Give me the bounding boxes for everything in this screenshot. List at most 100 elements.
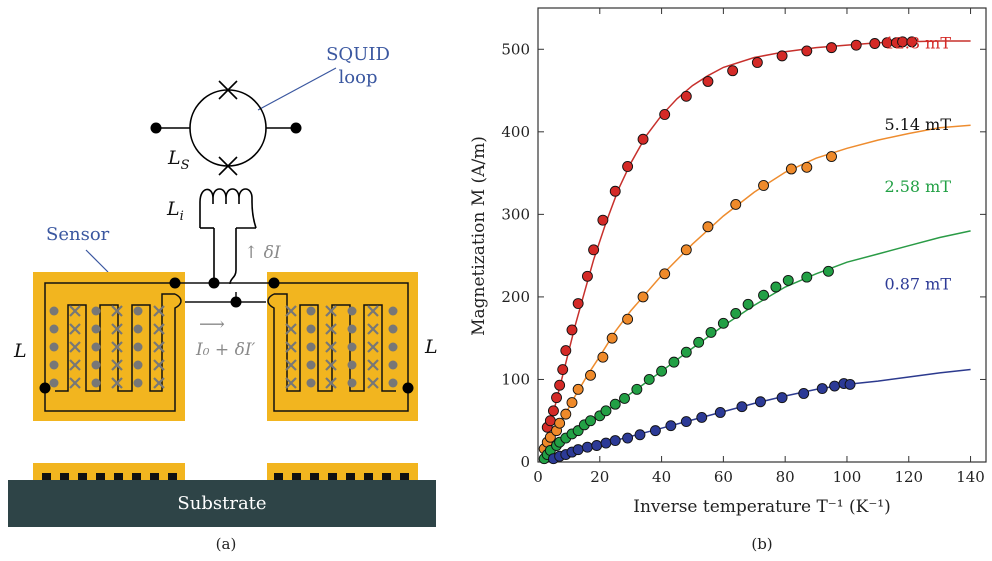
squid-label-line2: loop <box>339 67 378 88</box>
cross-marker <box>285 377 297 389</box>
cross-marker <box>325 359 337 371</box>
data-point <box>758 289 769 301</box>
data-point <box>637 291 649 303</box>
data-point <box>554 417 566 429</box>
y-tick-label: 500 <box>501 40 530 58</box>
series-curve <box>543 124 971 455</box>
squid-node-left <box>150 122 162 134</box>
series-label: 2.58 mT <box>884 177 951 196</box>
cross-marker <box>153 377 165 389</box>
josephson-junction-top <box>218 80 238 100</box>
dot-marker <box>91 342 101 352</box>
cross-marker <box>153 305 165 317</box>
y-tick-label: 100 <box>501 370 530 388</box>
current-label: I₀ + δI′ <box>195 340 256 360</box>
wire-section <box>364 473 373 480</box>
cross-marker <box>285 341 297 353</box>
node-left-top <box>169 277 181 289</box>
x-tick-label: 80 <box>776 468 795 486</box>
x-axis: 0 20 40 60 80 100 120 140 <box>533 8 985 486</box>
data-point <box>696 411 708 423</box>
cross-marker <box>367 377 379 389</box>
squid-node-right <box>290 122 302 134</box>
dot-marker <box>49 324 59 334</box>
data-point <box>702 221 714 233</box>
squid-leader-line <box>257 67 337 111</box>
x-axis-label: Inverse temperature T⁻¹ (K⁻¹) <box>633 497 891 517</box>
cross-marker <box>367 323 379 335</box>
data-point <box>566 397 578 409</box>
wire-section <box>60 473 69 480</box>
data-point <box>544 415 556 427</box>
dot-marker <box>347 378 357 388</box>
node-center-top <box>208 277 220 289</box>
cross-marker <box>69 341 81 353</box>
y-tick-label: 0 <box>520 453 530 471</box>
cross-section-wires <box>42 473 409 480</box>
cross-marker <box>153 359 165 371</box>
data-point <box>680 90 692 102</box>
data-point <box>547 405 559 417</box>
data-point <box>693 336 705 348</box>
data-point <box>581 270 593 282</box>
legend-labels: 12.8 mT 5.14 mT 2.58 mT 0.87 mT <box>884 33 951 293</box>
y-axis-label: Magnetization M (A/m) <box>469 136 489 336</box>
panel-a-schematic: SQUID loop LS <box>8 44 438 553</box>
data-point <box>560 408 572 420</box>
data-point <box>597 214 609 226</box>
data-point <box>730 199 742 210</box>
data-point <box>826 42 837 54</box>
dot-marker <box>91 324 101 334</box>
wire-section <box>400 473 409 480</box>
x-tick-label: 140 <box>956 468 985 486</box>
cross-marker <box>325 341 337 353</box>
wire-section <box>150 473 159 480</box>
data-point <box>659 109 671 120</box>
cross-marker <box>367 359 379 371</box>
current-arrow: ⟶ <box>199 314 225 335</box>
y-tick-label: 400 <box>501 123 530 141</box>
ls-label: LS <box>167 147 190 173</box>
data-point <box>649 425 661 437</box>
dot-marker <box>91 378 101 388</box>
data-point <box>585 415 596 427</box>
cross-marker <box>111 305 123 317</box>
data-point <box>801 271 813 283</box>
data-point <box>705 326 717 338</box>
wire-section <box>346 473 355 480</box>
data-point <box>844 378 856 390</box>
data-point <box>609 435 621 446</box>
right-pad-cross-section <box>267 463 418 480</box>
cross-marker <box>285 323 297 335</box>
data-point <box>702 76 714 87</box>
cross-marker <box>69 377 81 389</box>
data-point <box>600 405 612 417</box>
l-left-label: L <box>13 340 27 362</box>
sensor-label: Sensor <box>46 224 110 245</box>
right-spin-markers <box>285 305 398 389</box>
x-tick-label: 60 <box>714 468 733 486</box>
cross-marker <box>69 305 81 317</box>
data-point <box>600 437 612 449</box>
data-point <box>572 383 584 395</box>
series-curve <box>543 230 971 460</box>
dot-marker <box>347 324 357 334</box>
cross-marker <box>69 323 81 335</box>
y-tick-label: 300 <box>501 205 530 223</box>
wire-section <box>78 473 87 480</box>
interconnect-wires <box>175 282 274 303</box>
data-point <box>755 396 766 408</box>
dot-marker <box>388 306 398 316</box>
x-tick-label: 0 <box>533 468 543 486</box>
wire-section <box>96 473 105 480</box>
wire-section <box>328 473 337 480</box>
cross-marker <box>69 359 81 371</box>
cross-marker <box>325 323 337 335</box>
data-point <box>826 151 837 163</box>
l-right-label: L <box>424 336 438 358</box>
data-point <box>816 383 828 394</box>
cross-marker <box>111 323 123 335</box>
wire-section <box>114 473 123 480</box>
data-point <box>776 392 788 404</box>
